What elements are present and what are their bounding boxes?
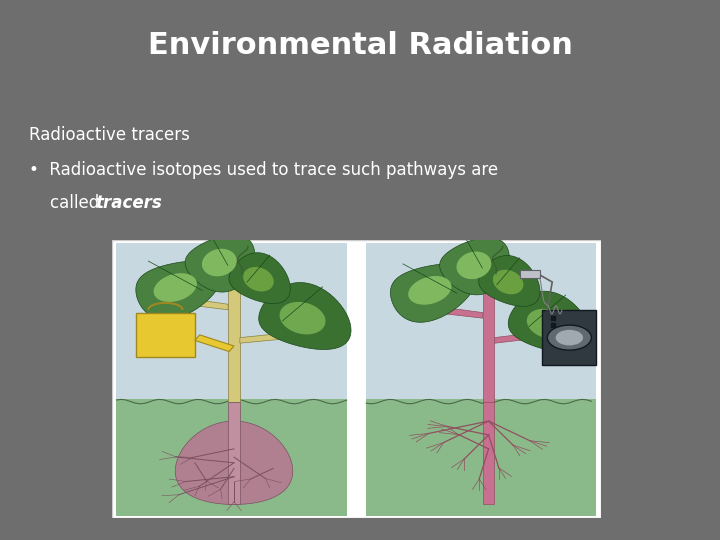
Text: •  Radioactive isotopes used to trace such pathways are: • Radioactive isotopes used to trace suc…: [29, 161, 498, 179]
Polygon shape: [202, 249, 237, 276]
Polygon shape: [482, 402, 495, 504]
Polygon shape: [482, 274, 495, 402]
Polygon shape: [240, 329, 327, 343]
FancyBboxPatch shape: [346, 243, 366, 516]
Circle shape: [556, 330, 583, 346]
Polygon shape: [527, 309, 568, 339]
FancyBboxPatch shape: [366, 399, 596, 516]
Text: called: called: [29, 193, 104, 212]
Polygon shape: [479, 255, 540, 306]
Text: Environmental Radiation: Environmental Radiation: [148, 31, 572, 60]
FancyBboxPatch shape: [117, 399, 346, 516]
Polygon shape: [228, 274, 240, 402]
Polygon shape: [521, 269, 540, 278]
Polygon shape: [493, 270, 523, 294]
Polygon shape: [153, 273, 197, 302]
FancyBboxPatch shape: [366, 243, 596, 402]
Polygon shape: [258, 282, 351, 349]
Polygon shape: [410, 304, 482, 318]
FancyBboxPatch shape: [112, 240, 601, 518]
Polygon shape: [440, 238, 509, 295]
Polygon shape: [136, 313, 195, 357]
Polygon shape: [229, 253, 290, 303]
Polygon shape: [390, 264, 477, 322]
Text: tracers: tracers: [95, 193, 162, 212]
FancyBboxPatch shape: [117, 243, 346, 402]
Polygon shape: [495, 329, 567, 343]
Polygon shape: [185, 235, 255, 292]
Polygon shape: [161, 296, 228, 310]
Polygon shape: [508, 291, 591, 353]
Polygon shape: [408, 276, 451, 305]
Text: Radioactive tracers: Radioactive tracers: [29, 126, 189, 144]
Polygon shape: [279, 302, 325, 334]
Polygon shape: [175, 421, 293, 504]
Polygon shape: [136, 261, 222, 320]
Polygon shape: [542, 310, 596, 366]
Polygon shape: [456, 252, 491, 279]
Polygon shape: [243, 267, 274, 292]
Polygon shape: [228, 402, 240, 504]
Circle shape: [547, 325, 591, 350]
Polygon shape: [195, 335, 234, 352]
